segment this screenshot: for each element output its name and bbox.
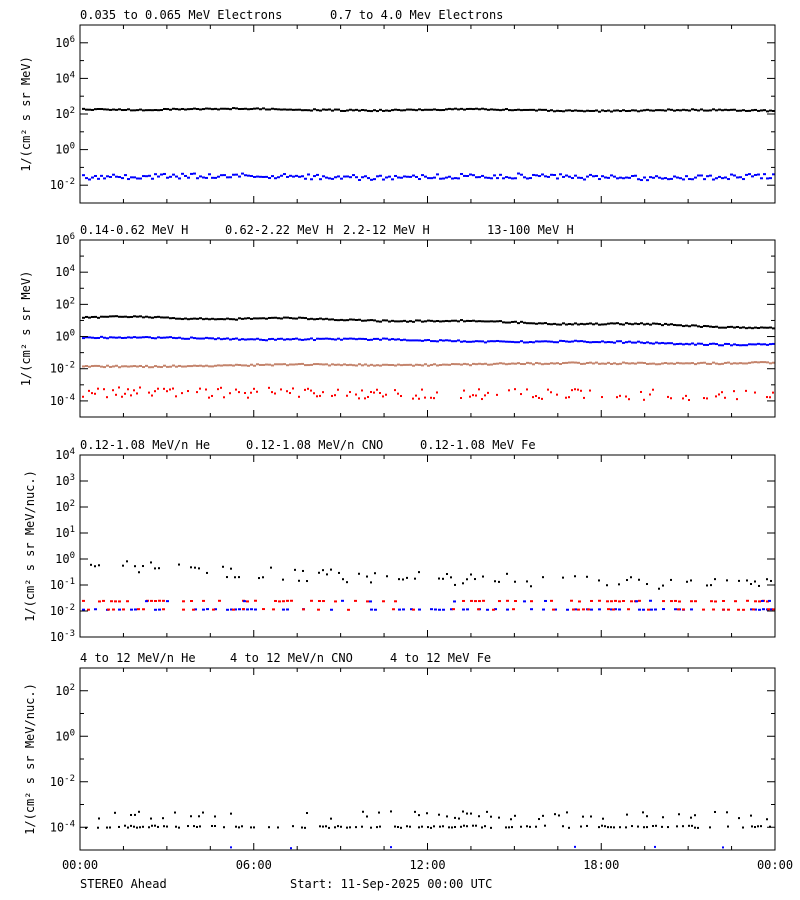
y-tick-label: 10-2 [50,177,75,192]
panel-frame [79,239,776,418]
low-energy-heavy-ion-panel: 10-3 10-2 10-1 100 101 102 103 104 0.12-1.08 MeV… [23,438,776,644]
high-energy-heavy-ion-panel: 10-4 10-2 100 102 4 to 12 MeV/n He 4 to 12 Me… [23,651,776,851]
y-axis-label: 1/(cm² s sr MeV) [19,56,33,172]
x-tick-label: 00:00 [62,858,98,872]
y-axis-ticks [80,239,775,418]
series-cno-012-108-mevn-upper [145,599,771,603]
x-axis-ticks [79,25,776,203]
electron-flux-panel: 10-2 100 102 104 106 0.035 to 0.065 MeV Elect… [19,8,776,204]
panel-title-segment: 0.035 to 0.065 MeV Electrons [80,8,282,22]
y-tick-label: 100 [55,329,75,344]
x-axis-ticks [79,455,776,637]
y-tick-label: 10-2 [50,603,75,618]
y-tick-label: 10-4 [50,393,75,408]
y-tick-label: 101 [55,525,75,540]
series-h-014-062-mev [82,315,775,330]
y-tick-label: 100 [55,728,75,743]
series-electrons-0035-0065-mev [82,107,775,113]
series-he-012-108-mevn [90,560,772,590]
proton-flux-panel: 10-4 10-2 100 102 104 106 0.14-0.62 MeV H 0.62-… [19,223,776,418]
x-tick-label: 12:00 [409,858,445,872]
y-tick-label: 106 [55,35,75,50]
y-tick-label: 103 [55,473,75,488]
panel-title-segment: 4 to 12 MeV Fe [390,651,491,665]
panel-title-segment: 4 to 12 MeV/n He [80,651,196,665]
footer-spacecraft-label: STEREO Ahead [80,877,167,891]
y-tick-label: 102 [55,499,75,514]
panel-title-segment: 0.12-1.08 MeV/n CNO [246,438,383,452]
x-tick-label: 18:00 [583,858,619,872]
y-tick-label: 10-2 [50,361,75,376]
series-h-22-12-mev [82,361,775,369]
y-tick-label: 100 [55,551,75,566]
y-tick-label: 102 [55,683,75,698]
series-h-13-100-mev [82,386,774,402]
y-tick-label: 10-3 [50,629,75,644]
series-he-4-12-mevn-scatter [98,810,768,821]
x-tick-label: 06:00 [236,858,272,872]
panel-title-segment: 0.12-1.08 MeV/n He [80,438,210,452]
footer-start-time: Start: 11-Sep-2025 00:00 UTC [290,877,492,891]
y-tick-label: 104 [55,447,75,462]
y-tick-label: 104 [55,70,75,85]
y-tick-label: 104 [55,264,75,279]
y-axis-ticks [80,24,775,204]
series-h-062-222-mev [82,335,775,347]
panel-title-segment: 13-100 MeV H [487,223,574,237]
panel-frame [79,667,776,851]
panel-title-segment: 0.7 to 4.0 Mev Electrons [330,8,503,22]
y-axis-ticks [80,454,775,638]
series-cno-012-108-mevn-lower [82,608,773,611]
y-tick-label: 102 [55,296,75,311]
y-axis-label: 1/(cm² s sr MeV/nuc.) [23,683,37,835]
series-electrons-07-40-mev [82,172,775,182]
y-tick-label: 100 [55,142,75,157]
series-fe-012-108-mev-upper [82,599,769,603]
panel-title-segment: 0.14-0.62 MeV H [80,223,188,237]
x-axis-ticks [79,240,776,417]
series-he-4-12-mevn-baseline [85,824,771,829]
y-tick-label: 10-4 [50,819,75,834]
y-axis-ticks [80,667,775,851]
y-tick-label: 10-2 [50,774,75,789]
series-fe-012-108-mev-lower [87,608,775,611]
y-axis-label: 1/(cm² s sr MeV) [19,271,33,387]
y-tick-label: 10-1 [50,577,75,592]
y-tick-label: 102 [55,106,75,121]
x-tick-label: 00:00 [757,858,793,872]
y-tick-label: 106 [55,232,75,247]
series-cno-4-12-mevn [230,845,724,850]
panel-title-segment: 2.2-12 MeV H [343,223,430,237]
panel-title-segment: 0.62-2.22 MeV H [225,223,333,237]
y-axis-label: 1/(cm² s sr MeV/nuc.) [23,470,37,622]
panel-title-segment: 0.12-1.08 MeV Fe [420,438,536,452]
x-axis-ticks [79,668,776,850]
panel-title-segment: 4 to 12 MeV/n CNO [230,651,353,665]
